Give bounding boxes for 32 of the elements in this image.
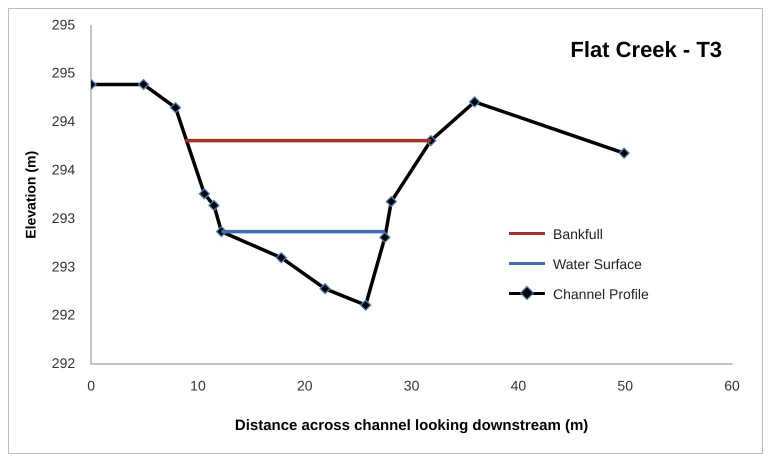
point — [386, 196, 397, 208]
point — [198, 188, 210, 200]
x-tick-label: 40 — [510, 377, 526, 394]
legend-label: Bankfull — [553, 226, 603, 242]
x-tick-label: 30 — [404, 377, 420, 394]
point — [379, 232, 390, 243]
y-tick-label: 293 — [52, 258, 76, 274]
y-tick-label: 292 — [52, 355, 76, 372]
x-axis-title: Distance across channel looking downstream (m) — [234, 417, 588, 434]
legend-label: Water Surface — [553, 256, 642, 272]
y-tick-label: 295 — [52, 16, 76, 32]
point — [360, 300, 372, 311]
x-tick-label: 50 — [617, 377, 634, 394]
point — [319, 283, 331, 294]
y-tick-label: 293 — [52, 210, 76, 226]
x-tick-label: 60 — [724, 377, 740, 394]
point — [138, 78, 150, 90]
point — [276, 252, 287, 264]
y-tick-label: 294 — [52, 113, 76, 130]
point — [468, 96, 480, 108]
x-tick-label: 0 — [87, 377, 96, 394]
point — [208, 200, 220, 212]
point — [170, 102, 182, 114]
text: Flat Creek - T3 — [570, 37, 722, 63]
y-tick-label: 294 — [52, 161, 76, 178]
legend-label: Channel Profile — [553, 286, 649, 302]
x-tick-label: 10 — [190, 377, 206, 394]
y-tick-label: 292 — [52, 306, 76, 323]
y-tick-label: 295 — [52, 64, 76, 81]
y-axis-title: Elevation (m) — [22, 150, 38, 239]
point — [618, 148, 630, 159]
x-tick-label: 20 — [296, 377, 313, 394]
